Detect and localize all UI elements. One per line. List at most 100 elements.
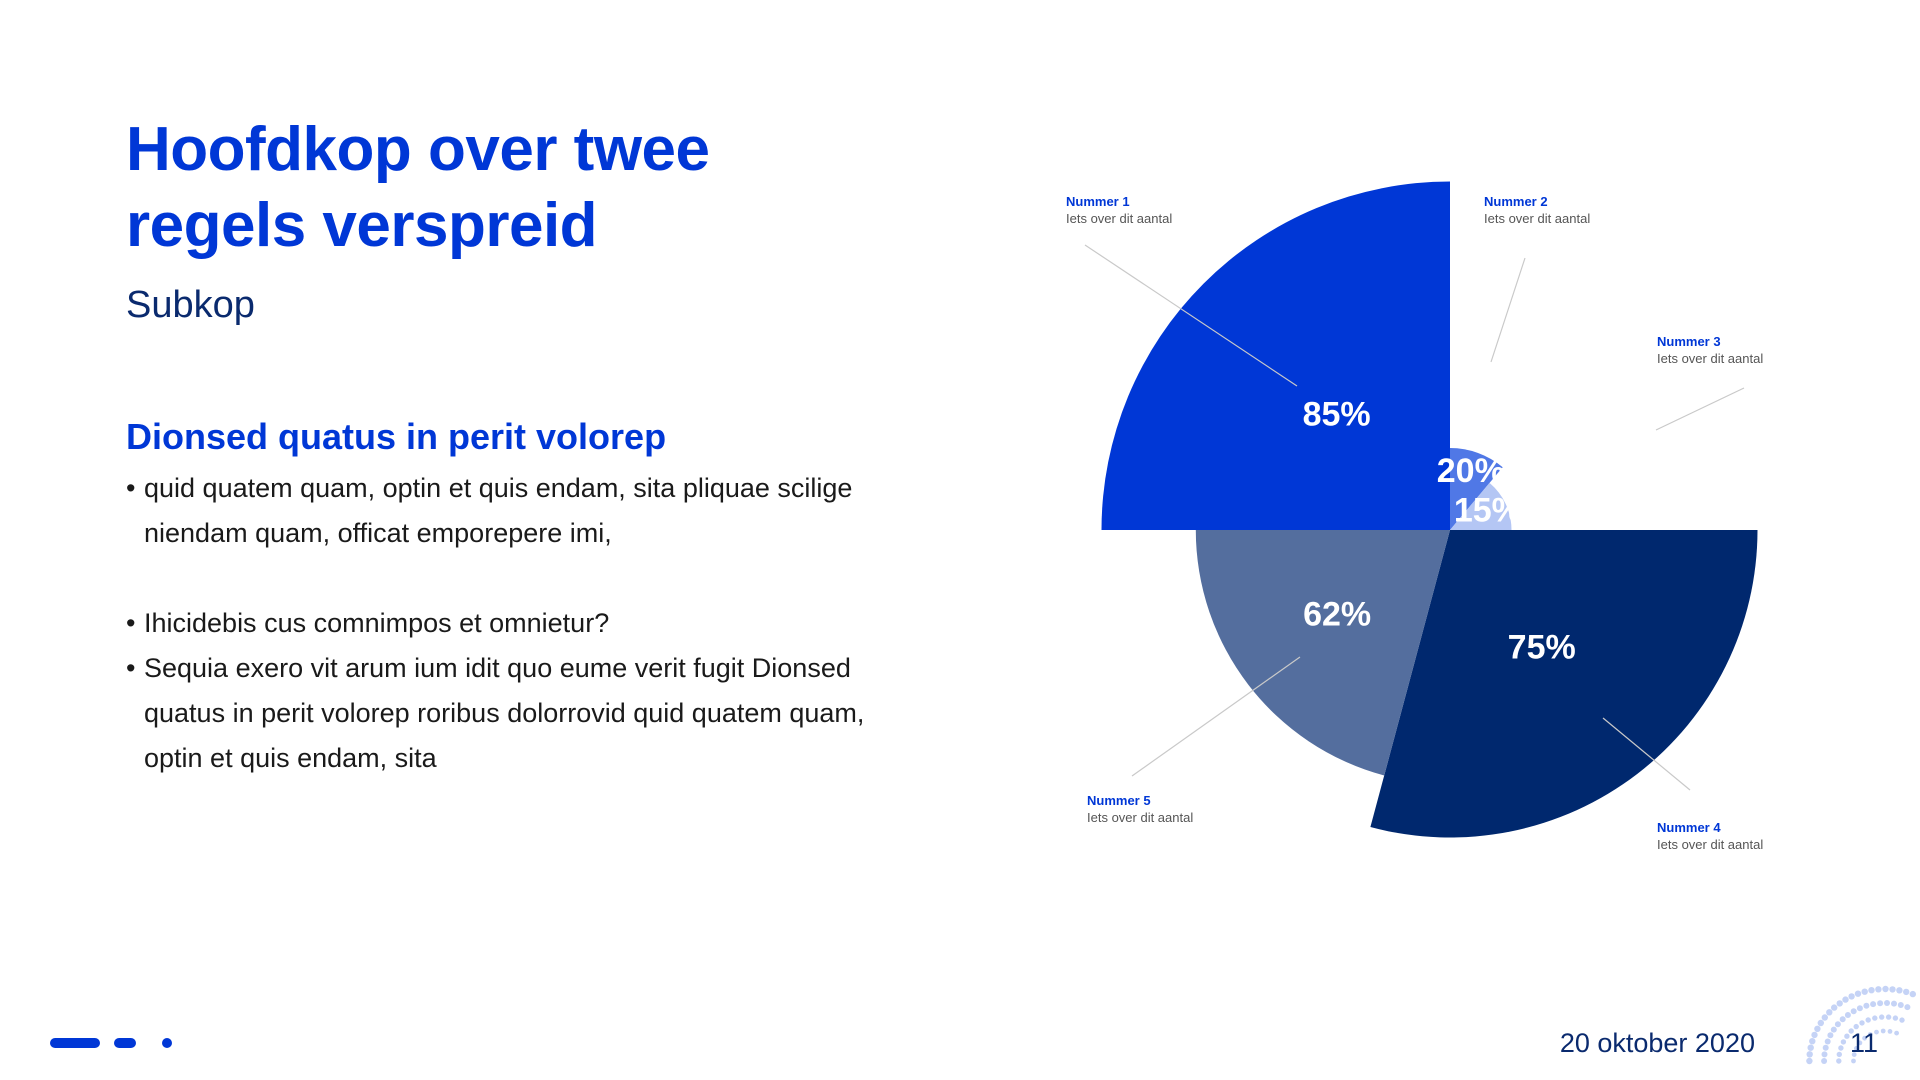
logo-dot (1884, 1000, 1890, 1006)
footer-dot (162, 1038, 172, 1048)
logo-dot (1821, 1051, 1828, 1058)
callout-description: Iets over dit aantal (1087, 810, 1194, 825)
logo-dot (1851, 1058, 1856, 1064)
logo-dot (1817, 1019, 1824, 1027)
logo-dot (1842, 996, 1849, 1003)
logo-dot (1824, 1038, 1831, 1045)
leader-line (1490, 257, 1526, 363)
callout-nummer-1: Nummer 1 Iets over dit aantal (1066, 193, 1246, 227)
logo-dot (1904, 1004, 1911, 1011)
bullet-item: Sequia exero vit arum ium idit quo eume … (126, 646, 906, 781)
logo-dot (1809, 1038, 1816, 1045)
bullet-item: Ihicidebis cus comnimpos et omnietur? (126, 601, 906, 646)
leader-line (1131, 656, 1301, 777)
leader-line (1655, 387, 1745, 431)
page-number: 11 (1850, 1028, 1879, 1058)
logo-dot (1834, 1021, 1841, 1028)
logo-dot (1896, 987, 1903, 994)
logo-dot (1807, 1044, 1814, 1051)
logo-dot (1827, 1032, 1834, 1039)
logo-dot (1877, 1000, 1884, 1007)
logo-dot (1836, 1058, 1842, 1064)
logo-dot (1859, 1020, 1865, 1026)
logo-dot (1894, 1030, 1899, 1036)
logo-dot (1821, 1014, 1828, 1021)
logo-dot (1887, 1029, 1893, 1034)
logo-dot (1863, 1002, 1870, 1009)
logo-dot (1844, 1033, 1850, 1039)
logo-dot (1806, 1051, 1813, 1058)
logo-dot (1821, 1058, 1828, 1064)
footer-dash-short (114, 1038, 136, 1048)
logo-dot (1891, 1000, 1897, 1007)
logo-dot (1867, 1032, 1873, 1037)
logo-dot (1822, 1044, 1829, 1051)
footer-dashes (50, 1038, 180, 1050)
logo-dot (1830, 1026, 1837, 1033)
pie-slice-value-label: 20% (1437, 452, 1505, 490)
logo-dot (1814, 1025, 1821, 1032)
logo-dot (1875, 986, 1882, 993)
callout-title: Nummer 3 (1657, 334, 1721, 349)
logo-dot (1840, 1039, 1847, 1045)
logo-dot (1882, 985, 1889, 993)
callout-description: Iets over dit aantal (1484, 211, 1591, 226)
logo-dot (1811, 1031, 1818, 1039)
section-heading: Dionsed quatus in perit volorep (126, 416, 667, 457)
footer-date: 20 oktober 2020 (1559, 1028, 1755, 1058)
leader-line (1602, 717, 1691, 791)
logo-dot (1826, 1009, 1833, 1016)
logo-dot (1879, 1014, 1885, 1020)
callout-title: Nummer 2 (1484, 194, 1548, 209)
logo-dot (1806, 1057, 1813, 1065)
pie-slice-value-label: 15% (1454, 491, 1522, 529)
logo-dot (1909, 990, 1916, 998)
logo-dot (1854, 1046, 1859, 1051)
callout-title: Nummer 1 (1066, 194, 1130, 209)
slide-title: Hoofdkop over twee regels verspreid (126, 115, 710, 260)
pie-slice-value-label: 85% (1303, 396, 1371, 434)
callout-nummer-4: Nummer 4 Iets over dit aantal (1657, 819, 1837, 853)
logo-dot (1903, 988, 1910, 996)
callout-nummer-3: Nummer 3 Iets over dit aantal (1657, 333, 1837, 367)
logo-dot (1850, 1008, 1857, 1015)
logo-dot (1889, 986, 1896, 993)
logo-dot (1870, 1001, 1877, 1008)
callout-title: Nummer 4 (1657, 820, 1721, 835)
callout-nummer-2: Nummer 2 Iets over dit aantal (1484, 193, 1664, 227)
logo-dot (1853, 1023, 1859, 1030)
logo-dot (1885, 1014, 1892, 1020)
logo-dot (1861, 988, 1868, 995)
logo-dot (1874, 1029, 1879, 1035)
pie-slice-nummer-4 (1370, 530, 1758, 838)
callout-description: Iets over dit aantal (1657, 837, 1764, 852)
logo-dot (1854, 990, 1862, 997)
logo-dot (1848, 993, 1855, 1000)
logo-dot (1857, 1040, 1863, 1046)
logo-dot (1838, 1045, 1844, 1051)
callout-description: Iets over dit aantal (1066, 211, 1173, 226)
pie-slice-value-label: 75% (1508, 628, 1576, 666)
callout-title: Nummer 5 (1087, 793, 1151, 808)
logo-dot (1868, 987, 1875, 994)
callout-nummer-5: Nummer 5 Iets over dit aantal (1087, 792, 1267, 826)
logo-dot (1839, 1016, 1846, 1023)
logo-dot (1856, 1005, 1863, 1012)
leader-line (1084, 244, 1298, 387)
logo-dot (1897, 1002, 1904, 1008)
pie-slice-value-label: 62% (1303, 596, 1371, 634)
callout-description: Iets over dit aantal (1657, 351, 1764, 366)
pie-slice-nummer-1 (1101, 181, 1450, 530)
logo-dot (1880, 1028, 1886, 1034)
dotted-logo-icon (1806, 985, 1916, 1065)
footer-dash-long (50, 1038, 100, 1048)
logo-dot (1862, 1035, 1867, 1041)
logo-dot (1836, 1000, 1843, 1007)
logo-dot (1865, 1017, 1871, 1023)
logo-dot (1872, 1015, 1878, 1021)
logo-dot (1848, 1028, 1854, 1034)
bullet-list: quid quatem quam, optin et quis endam, s… (126, 466, 906, 781)
logo-dot (1899, 1017, 1905, 1023)
